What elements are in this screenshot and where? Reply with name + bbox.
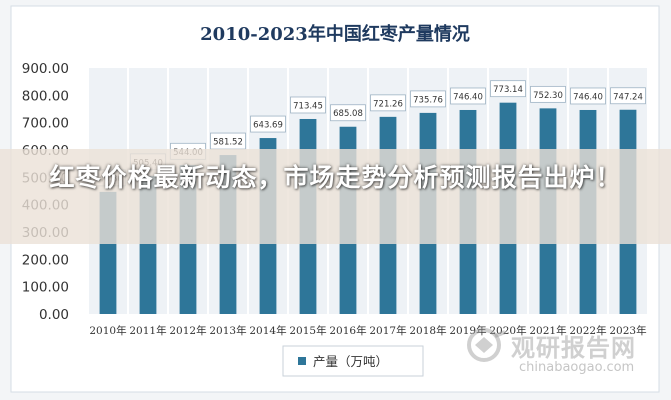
data-label: 746.40 bbox=[573, 92, 603, 102]
data-label: 721.26 bbox=[373, 99, 403, 109]
data-label-box bbox=[410, 90, 446, 108]
data-label: 773.14 bbox=[493, 85, 523, 95]
y-tick-label: 200.00 bbox=[22, 252, 69, 268]
legend-label: 产量（万吨） bbox=[313, 354, 388, 369]
x-tick-label: 2012年 bbox=[169, 324, 206, 337]
data-label: 713.45 bbox=[293, 101, 323, 111]
y-tick-label: 100.00 bbox=[22, 280, 69, 296]
x-tick-label: 2021年 bbox=[529, 324, 566, 337]
legend-swatch bbox=[298, 357, 306, 365]
x-tick-label: 2019年 bbox=[449, 324, 486, 337]
y-tick-label: 900.00 bbox=[22, 61, 69, 77]
x-tick-label: 2023年 bbox=[609, 324, 646, 337]
y-tick-label: 800.00 bbox=[22, 88, 69, 104]
x-tick-label: 2011年 bbox=[129, 324, 166, 337]
data-label-box bbox=[530, 85, 566, 103]
data-label-box bbox=[450, 87, 486, 105]
data-label: 735.76 bbox=[413, 95, 443, 105]
data-label-box bbox=[490, 80, 526, 98]
data-label-box bbox=[330, 104, 366, 122]
data-label-box bbox=[570, 87, 606, 105]
x-tick-label: 2022年 bbox=[569, 324, 606, 337]
watermark-title: 观研报告网 bbox=[511, 334, 636, 362]
x-tick-label: 2015年 bbox=[289, 324, 326, 337]
x-tick-label: 2014年 bbox=[249, 324, 286, 337]
data-label-box bbox=[370, 94, 406, 112]
headline-banner bbox=[0, 149, 671, 244]
data-label: 747.24 bbox=[613, 92, 643, 102]
watermark-logo-icon bbox=[467, 328, 506, 362]
x-tick-label: 2020年 bbox=[489, 324, 526, 337]
headline-text[interactable]: 红枣价格最新动态，市场走势分析预测报告出炉！ bbox=[49, 163, 622, 192]
x-tick-label: 2013年 bbox=[209, 324, 246, 337]
legend-box bbox=[282, 345, 424, 377]
x-tick-label: 2018年 bbox=[409, 324, 446, 337]
data-label-box bbox=[290, 96, 326, 114]
data-label: 581.52 bbox=[213, 138, 243, 148]
y-tick-label: 0.00 bbox=[39, 307, 69, 323]
data-label-box bbox=[610, 87, 646, 105]
data-label: 752.30 bbox=[533, 91, 563, 101]
x-tick-label: 2017年 bbox=[369, 324, 406, 337]
chart-title: 2010-2023年中国红枣产量情况 bbox=[200, 23, 470, 45]
data-label: 746.40 bbox=[453, 92, 483, 102]
watermark-url: chinabaogao.com bbox=[519, 360, 635, 375]
data-label: 643.69 bbox=[253, 121, 283, 131]
x-tick-label: 2010年 bbox=[89, 324, 126, 337]
x-tick-label: 2016年 bbox=[329, 324, 366, 337]
watermark: 观研报告网 chinabaogao.com bbox=[467, 328, 667, 378]
data-label-box bbox=[250, 115, 286, 133]
y-tick-label: 700.00 bbox=[22, 116, 69, 132]
data-label: 685.08 bbox=[333, 109, 363, 119]
